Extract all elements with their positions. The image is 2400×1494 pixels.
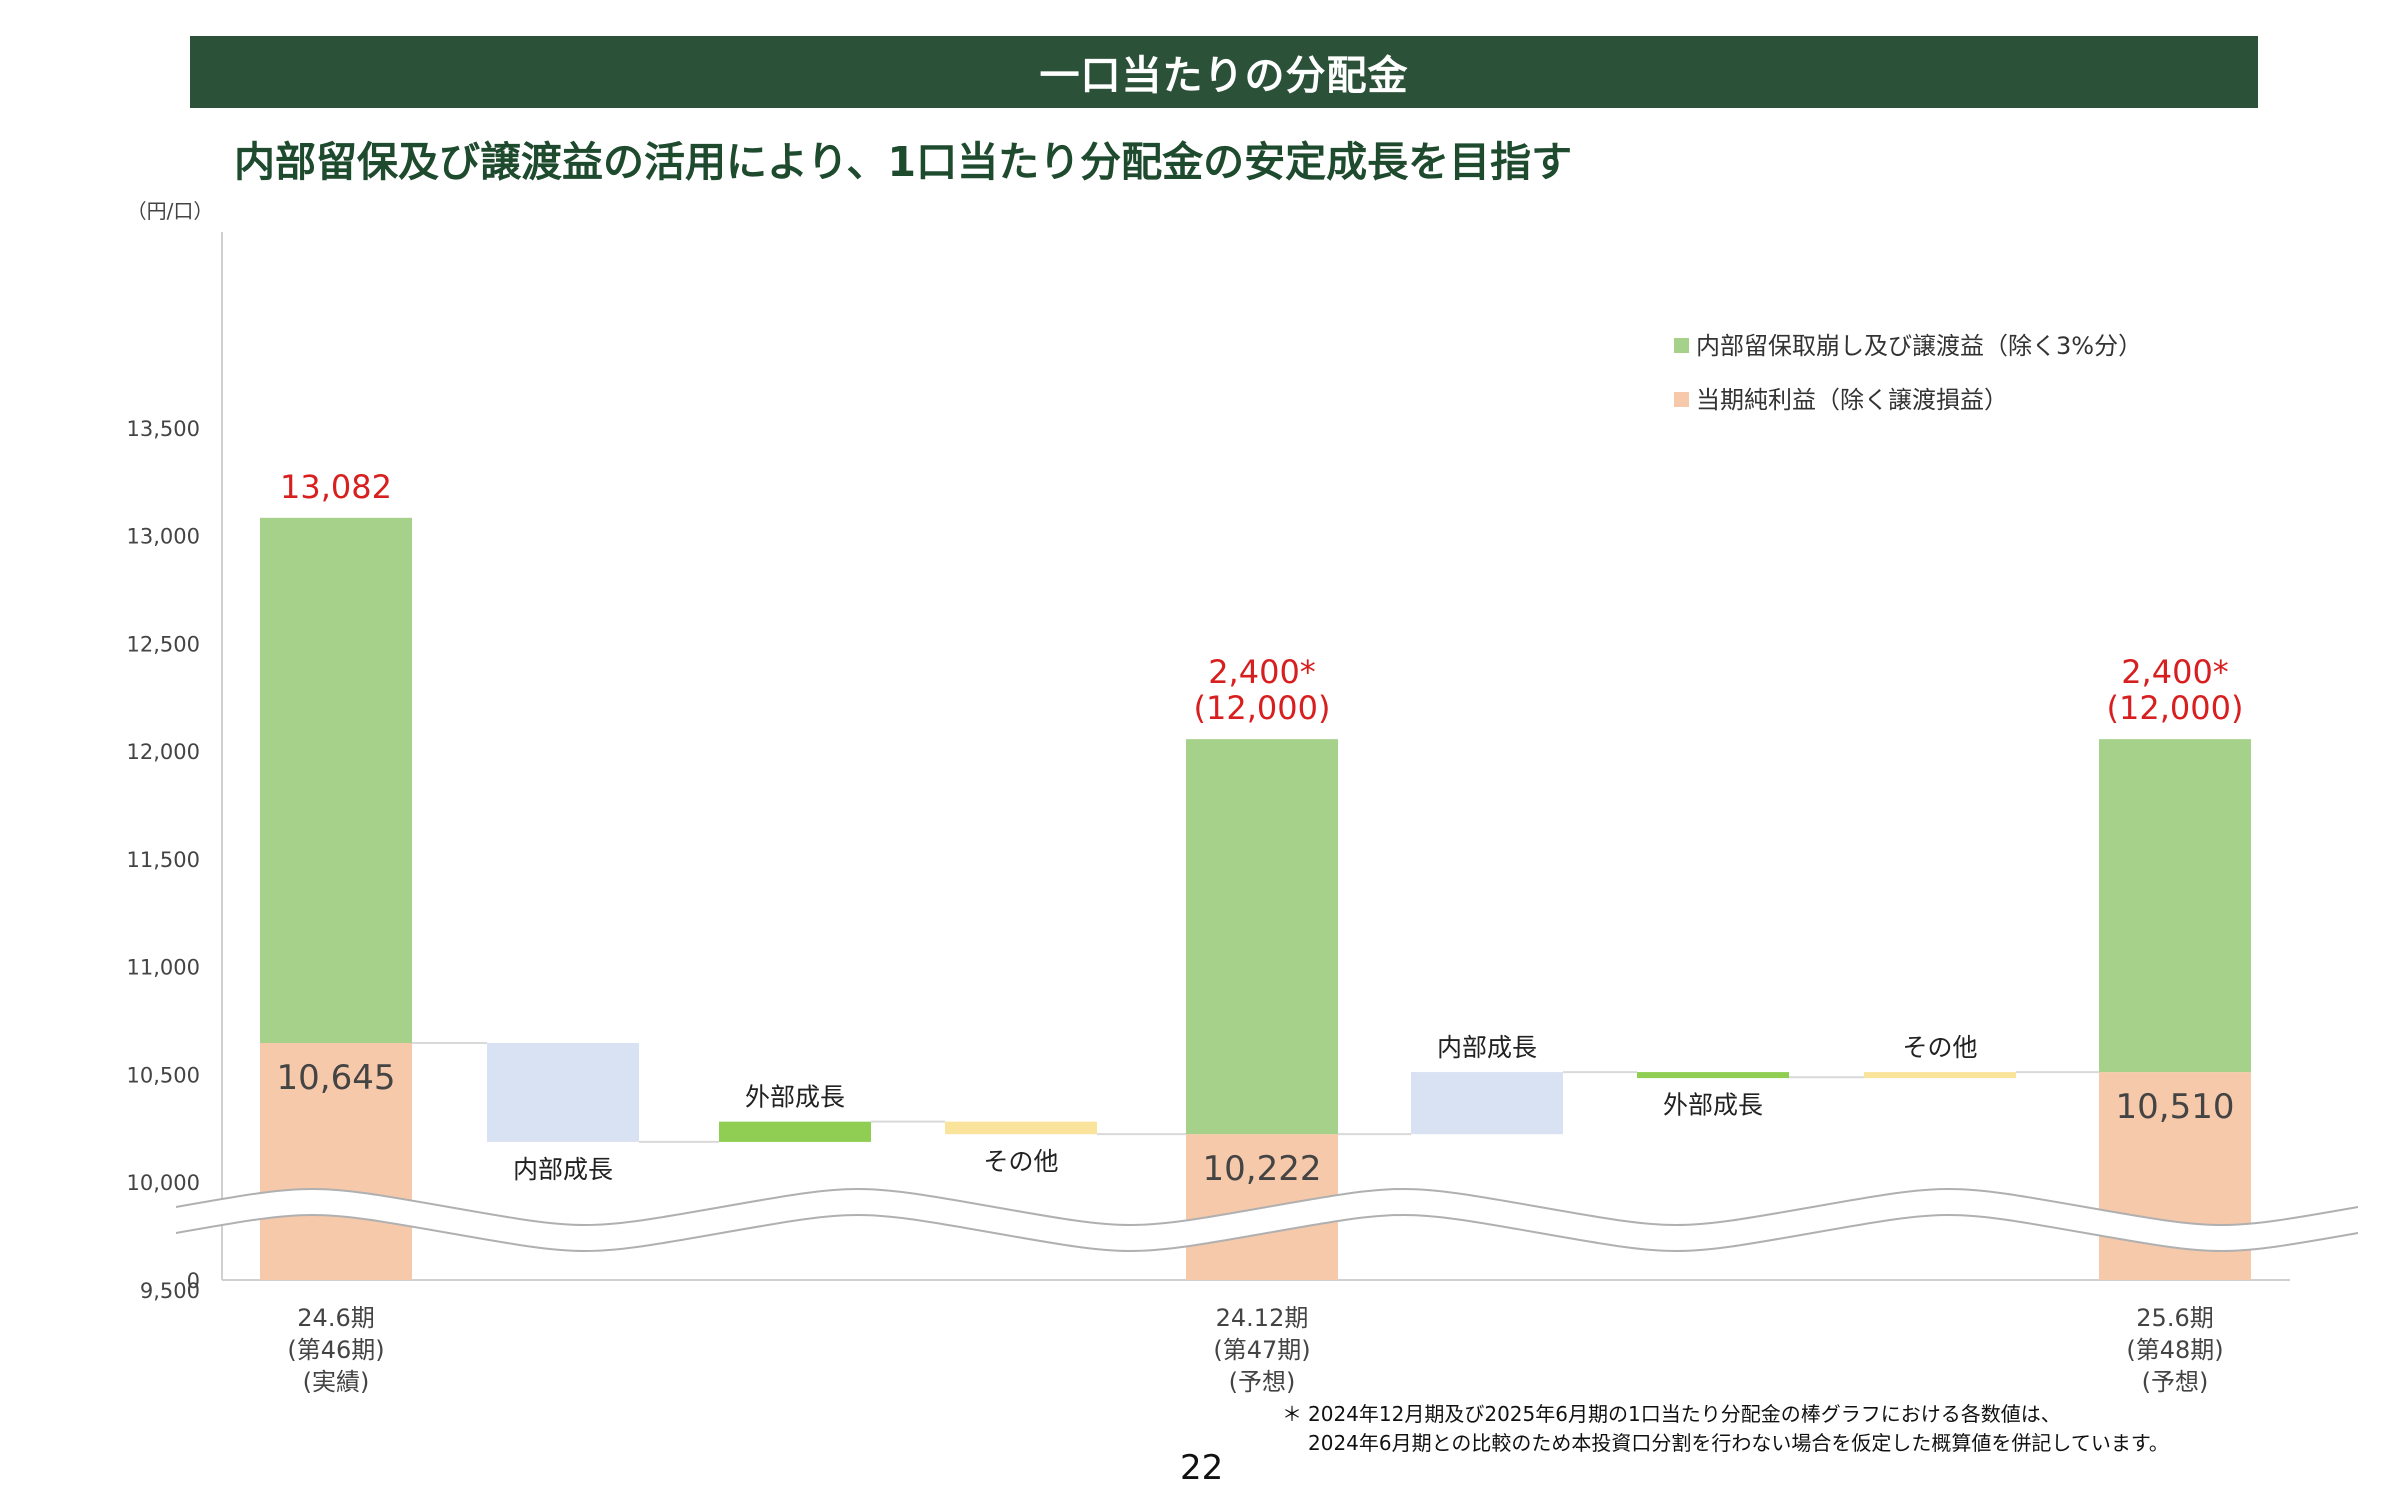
axis-break-line-upper	[175, 1188, 2359, 1226]
step-bar-other	[945, 1121, 1097, 1135]
y-tick-label: 11,000	[127, 956, 200, 980]
step-label: 内部成長	[513, 1155, 613, 1184]
bar-net-income	[260, 1043, 412, 1280]
page-subtitle: 内部留保及び譲渡益の活用により、1口当たり分配金の安定成長を目指す	[234, 138, 1573, 186]
y-tick-label: 11,500	[127, 848, 200, 872]
step-label: 内部成長	[1437, 1033, 1537, 1062]
y-tick-label: 10,500	[127, 1063, 200, 1087]
step-bar-external-growth	[1637, 1072, 1789, 1079]
step-label: その他	[983, 1147, 1058, 1176]
x-category-label: (第47期)	[1213, 1336, 1310, 1364]
step-bar-other	[1864, 1072, 2016, 1079]
x-category-label: 25.6期	[2136, 1304, 2213, 1332]
y-tick-label: 12,000	[127, 740, 200, 764]
y-tick-label: 13,000	[127, 525, 200, 549]
step-bar-internal-growth	[1411, 1072, 1563, 1135]
total-value-label: 13,082	[280, 468, 392, 506]
y-tick-label: 10,000	[127, 1171, 200, 1195]
step-bar-internal-growth	[487, 1043, 639, 1142]
legend-label: 当期純利益（除く譲渡損益）	[1696, 386, 2008, 414]
total-value-label: (12,000)	[1194, 689, 1331, 727]
total-value-label: 2,400*	[2121, 653, 2229, 691]
net-income-value-label: 10,510	[2116, 1087, 2235, 1127]
x-category-label: 24.12期	[1216, 1304, 1309, 1332]
bar-retained-earnings	[260, 517, 412, 1044]
legend-label: 内部留保取崩し及び譲渡益（除く3%分）	[1696, 332, 2142, 360]
net-income-value-label: 10,645	[277, 1058, 396, 1098]
total-value-label: (12,000)	[2107, 689, 2244, 727]
page-number: 22	[1180, 1448, 1224, 1488]
axis-break-line-lower	[175, 1214, 2359, 1252]
x-category-label: (実績)	[303, 1368, 370, 1396]
y-tick-label: 12,500	[127, 632, 200, 656]
y-tick-label: 0	[187, 1269, 200, 1293]
step-label: 外部成長	[745, 1083, 845, 1112]
page-title: 一口当たりの分配金	[1039, 53, 1409, 99]
total-value-label: 2,400*	[1208, 653, 1316, 691]
footnote: ＊ 2024年12月期及び2025年6月期の1口当たり分配金の棒グラフにおける各数…	[1282, 1400, 2169, 1458]
x-category-label: (予想)	[1229, 1368, 1296, 1396]
footnote-line-2: 2024年6月期との比較のため本投資口分割を行わない場合を仮定した概算値を併記し…	[1308, 1431, 2169, 1455]
net-income-value-label: 10,222	[1203, 1149, 1322, 1189]
y-axis-unit-label: （円/口）	[127, 199, 214, 223]
step-label: その他	[1902, 1033, 1977, 1062]
title-banner: 一口当たりの分配金	[190, 36, 2258, 108]
legend-swatch-retained	[1674, 338, 1689, 353]
bar-retained-earnings	[1186, 739, 1338, 1135]
step-bar-external-growth	[719, 1121, 871, 1142]
step-label: 外部成長	[1663, 1090, 1763, 1119]
y-tick-label: 13,500	[127, 417, 200, 441]
axis-break-band	[173, 1189, 2361, 1251]
y-tick-label: 9,500	[140, 1279, 200, 1303]
footnote-marker: ＊	[1282, 1402, 1302, 1426]
x-category-label: (予想)	[2142, 1368, 2209, 1396]
footnote-line-1: 2024年12月期及び2025年6月期の1口当たり分配金の棒グラフにおける各数値…	[1308, 1402, 2061, 1426]
legend-swatch-net-income	[1674, 392, 1689, 407]
bar-retained-earnings	[2099, 739, 2251, 1073]
x-category-label: (第46期)	[287, 1336, 384, 1364]
x-category-label: (第48期)	[2126, 1336, 2223, 1364]
x-category-label: 24.6期	[297, 1304, 374, 1332]
